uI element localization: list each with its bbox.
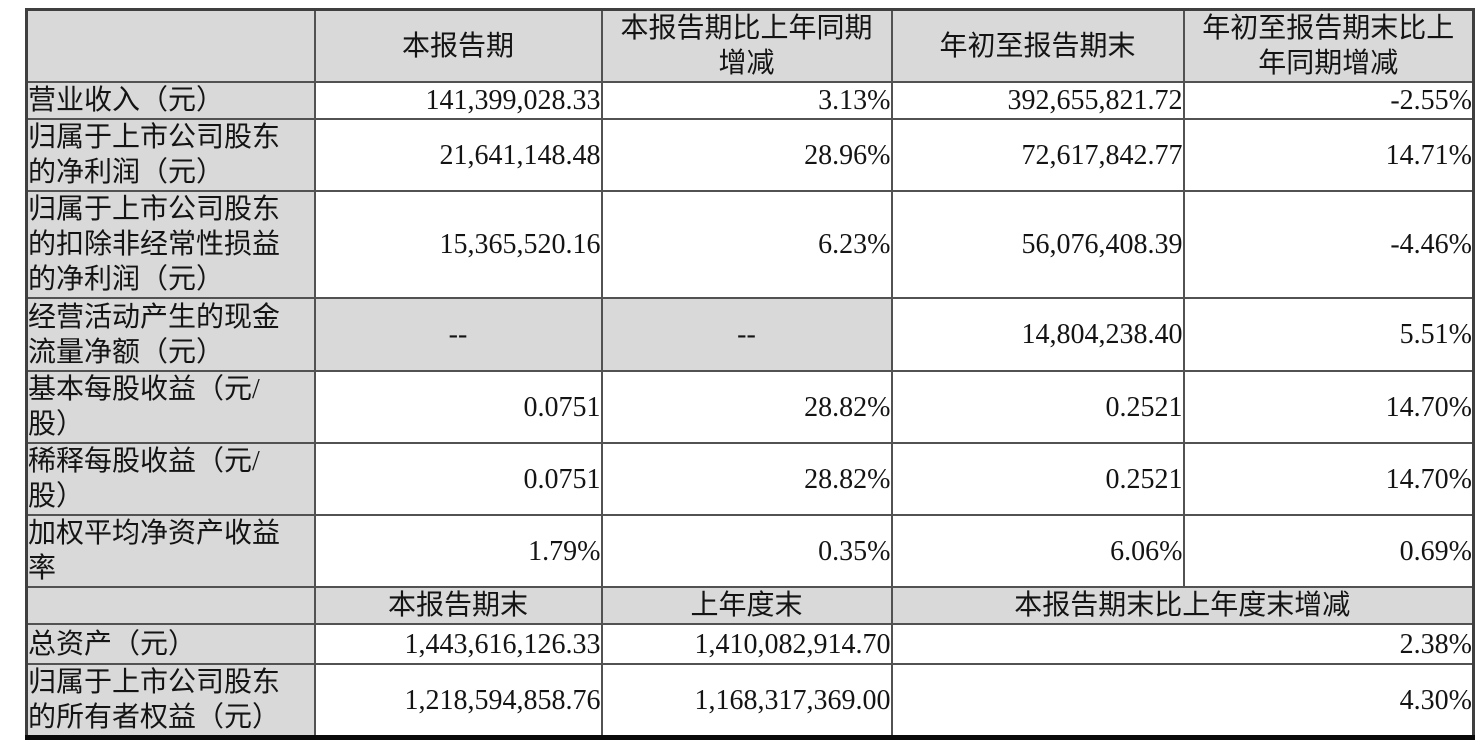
cell-value: 28.82% <box>600 442 893 516</box>
cell-value: 14.71% <box>1182 118 1475 192</box>
row-label: 营业收入（元） <box>25 81 316 120</box>
cell-value: 56,076,408.39 <box>890 190 1185 299</box>
cell-value: 0.0751 <box>313 442 603 516</box>
cell-value: 6.06% <box>890 514 1185 588</box>
cell-value: 14,804,238.40 <box>890 297 1185 372</box>
cell-value: 0.0751 <box>313 370 603 444</box>
row-label: 稀释每股收益（元/ 股） <box>25 442 316 516</box>
row-label: 加权平均净资产收益 率 <box>25 514 316 588</box>
table-row-weighted-average-roe: 加权平均净资产收益 率 1.79% 0.35% 6.06% 0.69% <box>25 514 1475 588</box>
table-row-operating-cash-flow: 经营活动产生的现金 流量净额（元） -- -- 14,804,238.40 5.… <box>25 297 1475 372</box>
table-row-diluted-eps: 稀释每股收益（元/ 股） 0.0751 28.82% 0.2521 14.70% <box>25 442 1475 516</box>
table-row-equity-attributable: 归属于上市公司股东 的所有者权益（元） 1,218,594,858.76 1,1… <box>25 663 1475 739</box>
cell-value: 1,218,594,858.76 <box>313 663 603 739</box>
cell-value: 28.82% <box>600 370 893 444</box>
table-row-net-profit-attributable: 归属于上市公司股东 的净利润（元） 21,641,148.48 28.96% 7… <box>25 118 1475 192</box>
cell-value: 14.70% <box>1182 370 1475 444</box>
column-header-blank <box>25 586 316 625</box>
table-row-net-profit-excluding-nonrecurring: 归属于上市公司股东 的扣除非经常性损益 的净利润（元） 15,365,520.1… <box>25 190 1475 299</box>
cell-value: 392,655,821.72 <box>890 81 1185 120</box>
table-row-basic-eps: 基本每股收益（元/ 股） 0.0751 28.82% 0.2521 14.70% <box>25 370 1475 444</box>
cell-value: 15,365,520.16 <box>313 190 603 299</box>
financial-summary-table-container: 本报告期 本报告期比上年同期 增减 年初至报告期末 年初至报告期末比上 年同期增… <box>25 8 1475 740</box>
column-header-end-of-prior-year: 上年度末 <box>600 586 893 625</box>
table-header-row-2: 本报告期末 上年度末 本报告期末比上年度末增减 <box>25 586 1475 625</box>
table-row-operating-revenue: 营业收入（元） 141,399,028.33 3.13% 392,655,821… <box>25 81 1475 120</box>
column-header-current-period-yoy-change: 本报告期比上年同期 增减 <box>600 8 893 83</box>
cell-value: 6.23% <box>600 190 893 299</box>
table-header-row-1: 本报告期 本报告期比上年同期 增减 年初至报告期末 年初至报告期末比上 年同期增… <box>25 8 1475 83</box>
column-header-end-of-period: 本报告期末 <box>313 586 603 625</box>
cell-value: 28.96% <box>600 118 893 192</box>
financial-summary-table: 本报告期 本报告期比上年同期 增减 年初至报告期末 年初至报告期末比上 年同期增… <box>25 8 1475 740</box>
cell-value: 1,410,082,914.70 <box>600 623 893 665</box>
cell-value: 72,617,842.77 <box>890 118 1185 192</box>
cell-value-na: -- <box>313 297 603 372</box>
cell-value: 1,168,317,369.00 <box>600 663 893 739</box>
table-row-total-assets: 总资产（元） 1,443,616,126.33 1,410,082,914.70… <box>25 623 1475 665</box>
cell-value: 141,399,028.33 <box>313 81 603 120</box>
cell-value: 5.51% <box>1182 297 1475 372</box>
cell-value: 0.2521 <box>890 370 1185 444</box>
cell-value: -4.46% <box>1182 190 1475 299</box>
cell-value: 21,641,148.48 <box>313 118 603 192</box>
cell-value: 1,443,616,126.33 <box>313 623 603 665</box>
cell-value: 3.13% <box>600 81 893 120</box>
column-header-year-to-date-yoy-change: 年初至报告期末比上 年同期增减 <box>1182 8 1475 83</box>
column-header-year-to-date: 年初至报告期末 <box>890 8 1185 83</box>
cell-value: 1.79% <box>313 514 603 588</box>
cell-value: 14.70% <box>1182 442 1475 516</box>
cell-value: 2.38% <box>890 623 1475 665</box>
row-label: 归属于上市公司股东 的净利润（元） <box>25 118 316 192</box>
row-label: 归属于上市公司股东 的扣除非经常性损益 的净利润（元） <box>25 190 316 299</box>
row-label: 基本每股收益（元/ 股） <box>25 370 316 444</box>
cell-value: -2.55% <box>1182 81 1475 120</box>
cell-value: 0.35% <box>600 514 893 588</box>
page: { "colors": { "shaded_cell_fill": "#d9d9… <box>25 8 1475 740</box>
cell-value-na: -- <box>600 297 893 372</box>
column-header-blank <box>25 8 316 83</box>
row-label: 总资产（元） <box>25 623 316 665</box>
column-header-current-period: 本报告期 <box>313 8 603 83</box>
row-label: 归属于上市公司股东 的所有者权益（元） <box>25 663 316 739</box>
column-header-change-vs-prior-year-end: 本报告期末比上年度末增减 <box>890 586 1475 625</box>
cell-value: 0.69% <box>1182 514 1475 588</box>
cell-value: 4.30% <box>890 663 1475 739</box>
cell-value: 0.2521 <box>890 442 1185 516</box>
row-label: 经营活动产生的现金 流量净额（元） <box>25 297 316 372</box>
